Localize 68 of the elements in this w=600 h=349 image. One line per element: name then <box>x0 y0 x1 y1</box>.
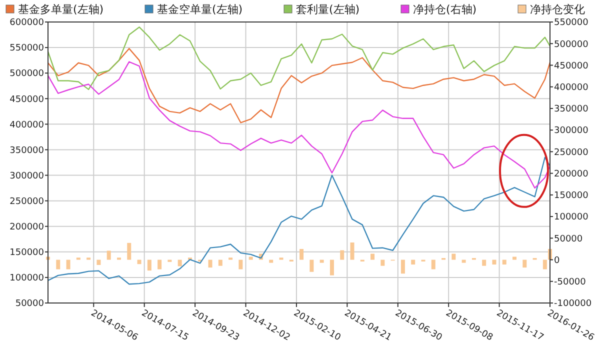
bar <box>512 256 517 260</box>
legend-label: 净持仓变化 <box>530 3 585 16</box>
bar <box>310 260 314 272</box>
y-tick-label: 200000 <box>10 222 44 233</box>
y-tick-label: 400000 <box>10 120 44 130</box>
y-tick-label: 500000 <box>10 69 44 80</box>
bar <box>492 260 496 265</box>
y2-tick-label: 250000 <box>554 148 589 158</box>
bar <box>238 260 243 270</box>
legend-label: 套利量(左轴) <box>296 3 360 16</box>
y2-tick-label: -50000 <box>554 278 586 288</box>
y-tick-label: 350000 <box>10 146 44 156</box>
y2-tick-label: 400000 <box>554 82 589 93</box>
bar <box>269 260 274 263</box>
y2-tick-label: 100000 <box>554 212 589 223</box>
bar <box>106 250 111 260</box>
line-series <box>47 48 551 124</box>
bar <box>56 260 60 270</box>
bar <box>248 256 253 260</box>
legend-label: 基金多单量(左轴) <box>18 3 104 16</box>
bar <box>522 260 527 268</box>
y-tick-label: 300000 <box>10 171 44 182</box>
bar <box>452 254 456 260</box>
bar <box>158 260 162 270</box>
legend-label: 基金空单量(左轴) <box>157 3 243 16</box>
bar <box>340 250 344 260</box>
bar <box>482 260 486 266</box>
line-series <box>47 156 551 285</box>
bar <box>300 248 304 260</box>
bar <box>320 260 324 263</box>
bar <box>370 254 375 260</box>
bar <box>380 260 385 266</box>
y2-tick-label: 150000 <box>554 191 589 202</box>
bar <box>411 260 416 265</box>
y-tick-label: 100000 <box>10 274 44 284</box>
bar <box>542 260 547 270</box>
bar <box>137 260 142 264</box>
y2-tick-label: 550000 <box>554 18 589 28</box>
bar <box>431 260 436 270</box>
y2-tick-label: -100000 <box>554 299 592 310</box>
bar <box>208 260 212 268</box>
y2-tick-label: 200000 <box>554 169 589 180</box>
bar <box>218 260 222 266</box>
y-tick-label: 600000 <box>10 18 44 28</box>
bar <box>330 260 334 276</box>
bar <box>147 260 152 271</box>
y2-tick-label: 50000 <box>554 234 583 244</box>
bar <box>96 260 101 265</box>
y2-tick-label: 450000 <box>554 61 589 72</box>
y2-tick-label: 0 <box>554 256 560 266</box>
y-tick-label: 550000 <box>10 44 44 54</box>
bar <box>66 260 70 270</box>
line-series <box>47 61 551 189</box>
legend-label: 净持仓(右轴) <box>413 3 477 16</box>
y-tick-label: 150000 <box>10 248 44 258</box>
y-tick-label: 50000 <box>15 299 44 310</box>
bar <box>350 242 354 260</box>
bar <box>502 260 506 265</box>
y2-tick-label: 350000 <box>554 104 589 115</box>
y-tick-label: 450000 <box>10 94 44 105</box>
y-tick-label: 250000 <box>10 196 44 207</box>
line-series <box>47 26 551 90</box>
bar <box>400 260 405 274</box>
y2-tick-label: 300000 <box>554 126 589 136</box>
y2-tick-label: 500000 <box>554 40 589 50</box>
bar <box>462 260 466 263</box>
bar <box>127 242 132 260</box>
bar <box>178 260 182 266</box>
